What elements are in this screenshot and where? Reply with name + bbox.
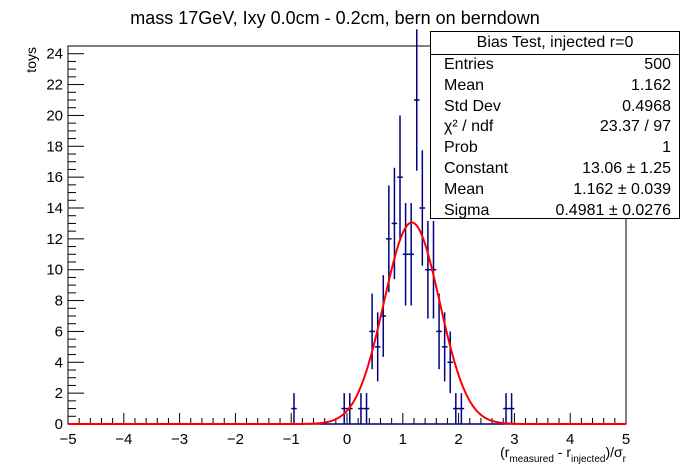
y-tick-label: 14 <box>46 200 63 217</box>
x-tick-label: 1 <box>399 431 407 448</box>
histogram-bin <box>458 393 465 424</box>
histogram-bin <box>291 393 297 424</box>
stats-row-std-dev: Std Dev 0.4968 <box>431 97 679 118</box>
histogram-bin <box>374 312 381 382</box>
y-tick-label: 4 <box>55 354 63 371</box>
y-tick-label: 8 <box>55 293 63 310</box>
stats-label: Prob <box>444 139 478 157</box>
stats-label: χ² / ndf <box>444 118 494 136</box>
stats-row-prob: Prob 1 <box>431 138 679 159</box>
stats-row-sigma: Sigma 0.4981 ± 0.0276 <box>431 201 679 222</box>
stats-value: 1.162 <box>630 76 671 94</box>
x-tick-label: −4 <box>115 431 132 448</box>
gaussian-fit-curve <box>68 221 626 425</box>
stats-label: Constant <box>444 159 509 177</box>
stats-label: Entries <box>444 56 494 73</box>
histogram-bin <box>402 203 409 306</box>
histogram-bin <box>419 150 426 266</box>
x-tick-label: −3 <box>171 431 188 448</box>
histogram-bin <box>425 220 431 319</box>
stats-row-constant: Constant 13.06 ± 1.25 <box>431 159 679 180</box>
y-tick-label: 10 <box>46 262 63 279</box>
y-tick-label: 22 <box>46 77 63 94</box>
x-label-part-2: - r <box>554 444 571 460</box>
x-tick-label: 3 <box>510 431 518 448</box>
stats-value: 1 <box>662 139 671 157</box>
y-tick-label: 20 <box>46 107 63 124</box>
stats-box-title: Bias Test, injected r=0 <box>431 32 679 55</box>
stats-value: 23.37 / 97 <box>599 118 671 136</box>
stats-value: 1.162 ± 0.039 <box>573 180 671 198</box>
y-tick-label: 0 <box>55 416 63 433</box>
x-tick-label: 4 <box>566 431 574 448</box>
stats-label: Mean <box>444 180 485 198</box>
histogram-bin <box>508 393 515 424</box>
y-tick-label: 16 <box>46 169 63 186</box>
stats-label: Std Dev <box>444 97 501 115</box>
histogram-bin <box>447 331 454 394</box>
x-tick-label: 2 <box>454 431 462 448</box>
histogram-bin <box>503 393 509 424</box>
y-tick-label: 18 <box>46 138 63 155</box>
y-tick-label: 2 <box>55 385 63 402</box>
y-tick-label: 24 <box>46 46 63 63</box>
x-label-part-1: (r <box>500 444 510 460</box>
x-tick-label: −1 <box>283 431 300 448</box>
histogram-bin <box>358 393 364 424</box>
stats-row-fit-mean: Mean 1.162 ± 0.039 <box>431 180 679 201</box>
x-tick-label: −5 <box>59 431 76 448</box>
stats-label: Mean <box>444 76 485 94</box>
x-label-part-3: )/σ <box>605 444 623 460</box>
stats-label: Sigma <box>444 201 490 219</box>
stats-row-mean: Mean 1.162 <box>431 76 679 97</box>
histogram-bin <box>408 203 414 306</box>
histogram-bin <box>386 185 392 293</box>
histogram-bin <box>397 115 403 239</box>
histogram-bins <box>68 29 626 425</box>
x-label-sub-2: injected <box>571 454 605 465</box>
stats-row-chi2: χ² / ndf 23.37 / 97 <box>431 117 679 138</box>
chart-title: mass 17GeV, Ixy 0.0cm - 0.2cm, bern on b… <box>130 8 540 28</box>
stats-value: 0.4981 ± 0.0276 <box>555 201 671 219</box>
stats-box: Bias Test, injected r=0 Entries 500 Mean 1… <box>430 31 680 219</box>
histogram-bin <box>413 29 420 171</box>
stats-value: 0.4968 <box>622 97 671 115</box>
y-tick-label: 12 <box>46 231 63 248</box>
x-tick-labels: −5 −4 −3 −2 −1 0 1 2 3 4 5 <box>59 431 630 448</box>
histogram-bin <box>363 393 370 424</box>
x-tick-label: 0 <box>343 431 351 448</box>
x-tick-label: −2 <box>227 431 244 448</box>
x-tick-label: 5 <box>622 431 630 448</box>
y-axis-label: toys <box>23 47 39 73</box>
histogram-bin <box>436 293 442 370</box>
stats-value: 13.06 ± 1.25 <box>582 159 671 177</box>
x-label-sub-1: measured <box>509 454 553 465</box>
x-label-sub-3: r <box>623 454 627 465</box>
histogram-bin <box>341 393 347 424</box>
x-axis-label: (rmeasured - rinjected)/σr <box>500 444 627 465</box>
histogram-bin <box>369 293 375 370</box>
histogram-bin <box>453 393 459 424</box>
stats-value: 500 <box>644 56 671 73</box>
y-tick-label: 6 <box>55 323 63 340</box>
stats-row-entries: Entries 500 <box>431 55 679 76</box>
